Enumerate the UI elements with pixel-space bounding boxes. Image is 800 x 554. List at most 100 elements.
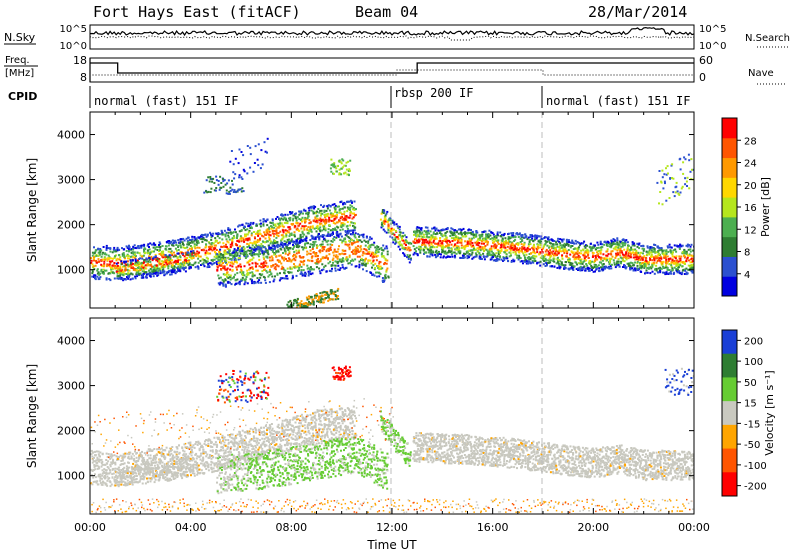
scatter-cell [229,228,232,231]
scatter-cell [305,235,308,238]
scatter-cell [610,244,613,247]
scatter-cell [177,265,180,268]
scatter-cell [490,231,493,234]
scatter-cell [193,245,196,248]
scatter-cell [258,239,261,241]
scatter-cell [666,255,669,258]
scatter-cell [236,252,239,255]
scatter-cell [318,219,321,222]
scatter-cell [218,264,221,267]
scatter-cell [289,233,292,236]
scatter-cell [129,259,132,262]
scatter-cell [471,251,474,254]
scatter-cell [385,212,388,215]
scatter-cell [322,256,325,259]
scatter-cell [166,263,169,266]
scatter-cell [493,237,496,240]
scatter-cell [421,231,424,234]
scatter-cell [211,242,214,244]
scatter-cell [673,262,676,265]
scatter-cell [488,229,491,232]
scatter-cell [146,263,149,266]
scatter-cell [567,258,570,261]
scatter-cell [504,246,507,249]
scatter-cell [296,222,299,225]
scatter-cell [233,236,236,239]
scatter-cell [325,270,328,273]
scatter-cell [624,242,627,245]
scatter-cell [265,249,268,252]
scatter-cell [111,268,114,271]
scatter-cell [307,267,310,270]
scatter-cell [544,257,547,260]
scatter-cell [338,245,340,248]
scatter-cell [445,228,448,230]
scatter-cell [582,260,585,263]
scatter-cell [183,259,186,262]
scatter-cell [575,261,578,264]
scatter-cell [667,250,670,253]
scatter-cell [282,252,284,254]
scatter-cell [541,238,544,241]
scatter-cell [431,234,434,237]
scatter-cell [346,206,349,209]
scatter-cell [526,256,529,259]
scatter-cell [231,254,234,257]
scatter-cell [179,244,182,247]
scatter-cell [394,237,397,240]
scatter-cell [128,274,131,277]
scatter-cell [190,248,193,251]
scatter-cell [137,262,140,265]
scatter-cell [216,235,219,238]
scatter-cell [492,259,495,262]
scatter-cell [369,236,372,239]
scatter-cell [406,241,409,244]
scatter-cell [605,242,608,244]
scatter-cell [662,249,665,252]
scatter-cell [282,267,285,269]
scatter-cell [624,267,627,270]
scatter-cell [562,264,565,267]
scatter-cell [247,222,250,225]
scatter-cell [359,245,362,248]
scatter-cell [601,246,604,249]
scatter-cell [339,229,342,232]
scatter-cell [119,275,122,278]
scatter-cell [170,262,173,265]
scatter-cell [583,265,586,268]
scatter-cell [256,239,259,241]
scatter-cell [164,258,167,261]
scatter-cell [577,262,580,265]
scatter-cell [387,229,390,231]
scatter-cell [311,225,314,228]
scatter-cell [598,267,601,270]
scatter-cell [301,246,304,249]
scatter-cell [221,232,224,234]
scatter-cell [504,249,507,252]
scatter-cell [665,258,668,261]
scatter-cell [352,222,355,225]
scatter-cell [306,217,309,220]
scatter-cell [593,266,596,268]
scatter-cell [308,219,311,221]
scatter-cell [341,241,344,244]
scatter-cell [447,255,450,258]
scatter-cell [501,240,504,243]
scatter-cell [669,257,672,260]
scatter-cell [552,250,555,253]
scatter-cell [163,260,166,263]
scatter-cell [269,259,272,262]
scatter-cell [475,255,478,258]
scatter-cell [410,257,412,260]
scatter-cell [469,238,472,241]
scatter-cell [185,256,188,259]
scatter-cell [277,250,280,253]
scatter-cell [281,241,284,244]
scatter-cell [289,211,291,213]
scatter-cell [279,277,282,280]
scatter-cell [670,246,673,249]
scatter-cell [220,268,223,271]
scatter-cell [132,248,135,251]
scatter-cell [634,248,637,251]
scatter-cell [114,265,117,267]
